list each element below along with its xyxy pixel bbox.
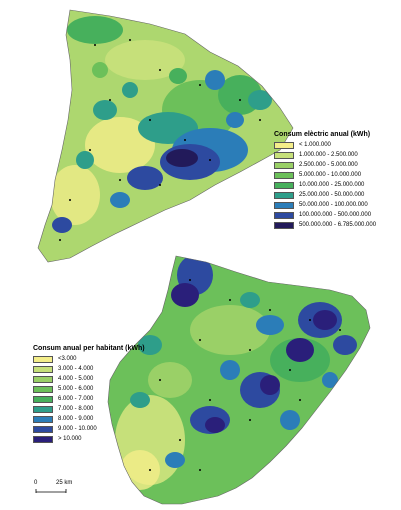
legend-bottom-swatch <box>33 365 53 373</box>
legend-bottom-swatch <box>33 415 53 423</box>
scale-bar: 0 25 km <box>34 480 94 500</box>
legend-top-row: 1.000.000 - 2.500.000 <box>274 150 376 160</box>
legend-bottom-title: Consum anual per habitant (kWh) <box>33 345 145 352</box>
legend-bottom-row: 9.000 - 10.000 <box>33 424 145 434</box>
legend-top-swatch <box>274 161 294 169</box>
legend-bottom-row: 5.000 - 6.000 <box>33 384 145 394</box>
legend-bottom-label: > 10.000 <box>58 436 82 442</box>
legend-per-capita-consumption: Consum anual per habitant (kWh) <3.000 3.… <box>33 345 145 444</box>
legend-top-row: 2.500.000 - 5.000.000 <box>274 160 376 170</box>
legend-top-label: 2.500.000 - 5.000.000 <box>299 162 358 168</box>
legend-bottom-label: 9.000 - 10.000 <box>58 426 97 432</box>
legend-top-row: 10.000.000 - 25.000.000 <box>274 180 376 190</box>
legend-top-row: 5.000.000 - 10.000.000 <box>274 170 376 180</box>
legend-top-row: 25.000.000 - 50.000.000 <box>274 190 376 200</box>
legend-bottom-label: 7.000 - 8.000 <box>58 406 94 412</box>
legend-top-swatch <box>274 151 294 159</box>
legend-top-label: < 1.000.000 <box>299 142 331 148</box>
legend-bottom-row: 7.000 - 8.000 <box>33 404 145 414</box>
legend-bottom-swatch <box>33 385 53 393</box>
legend-top-swatch <box>274 181 294 189</box>
legend-bottom-row: 4.000 - 5.000 <box>33 374 145 384</box>
legend-bottom-swatch <box>33 375 53 383</box>
legend-top-label: 500.000.000 - 6.785.000.000 <box>299 222 377 228</box>
legend-bottom-label: 5.000 - 6.000 <box>58 386 94 392</box>
scale-end-label: 25 km <box>56 480 73 486</box>
legend-top-label: 50.000.000 - 100.000.000 <box>299 202 368 208</box>
legend-top-row: 500.000.000 - 6.785.000.000 <box>274 220 376 230</box>
legend-bottom-label: 6.000 - 7.000 <box>58 396 94 402</box>
scale-start-label: 0 <box>34 480 38 486</box>
legend-bottom-swatch <box>33 355 53 363</box>
legend-bottom-swatch <box>33 425 53 433</box>
legend-bottom-swatch <box>33 405 53 413</box>
legend-top-row: < 1.000.000 <box>274 140 376 150</box>
legend-top-swatch <box>274 221 294 229</box>
legend-top-label: 10.000.000 - 25.000.000 <box>299 182 365 188</box>
legend-top-title: Consum elèctric anual (kWh) <box>274 131 371 138</box>
legend-bottom-row: 8.000 - 9.000 <box>33 414 145 424</box>
legend-bottom-row: 6.000 - 7.000 <box>33 394 145 404</box>
legend-bottom-swatch <box>33 395 53 403</box>
legend-bottom-row: > 10.000 <box>33 434 145 444</box>
legend-top-label: 5.000.000 - 10.000.000 <box>299 172 362 178</box>
legend-annual-consumption: Consum elèctric anual (kWh) < 1.000.000 1… <box>274 131 376 230</box>
legend-bottom-row: 3.000 - 4.000 <box>33 364 145 374</box>
legend-top-label: 25.000.000 - 50.000.000 <box>299 192 365 198</box>
legend-bottom-swatch <box>33 435 53 443</box>
legend-top-swatch <box>274 201 294 209</box>
legend-top-swatch <box>274 141 294 149</box>
legend-bottom-label: <3.000 <box>58 356 77 362</box>
legend-top-swatch <box>274 191 294 199</box>
legend-top-row: 50.000.000 - 100.000.000 <box>274 200 376 210</box>
legend-top-row: 100.000.000 - 500.000.000 <box>274 210 376 220</box>
legend-bottom-label: 4.000 - 5.000 <box>58 376 94 382</box>
legend-top-swatch <box>274 211 294 219</box>
legend-top-swatch <box>274 171 294 179</box>
legend-bottom-row: <3.000 <box>33 354 145 364</box>
legend-bottom-label: 8.000 - 9.000 <box>58 416 94 422</box>
legend-top-label: 100.000.000 - 500.000.000 <box>299 212 372 218</box>
legend-top-label: 1.000.000 - 2.500.000 <box>299 152 358 158</box>
legend-bottom-label: 3.000 - 4.000 <box>58 366 94 372</box>
